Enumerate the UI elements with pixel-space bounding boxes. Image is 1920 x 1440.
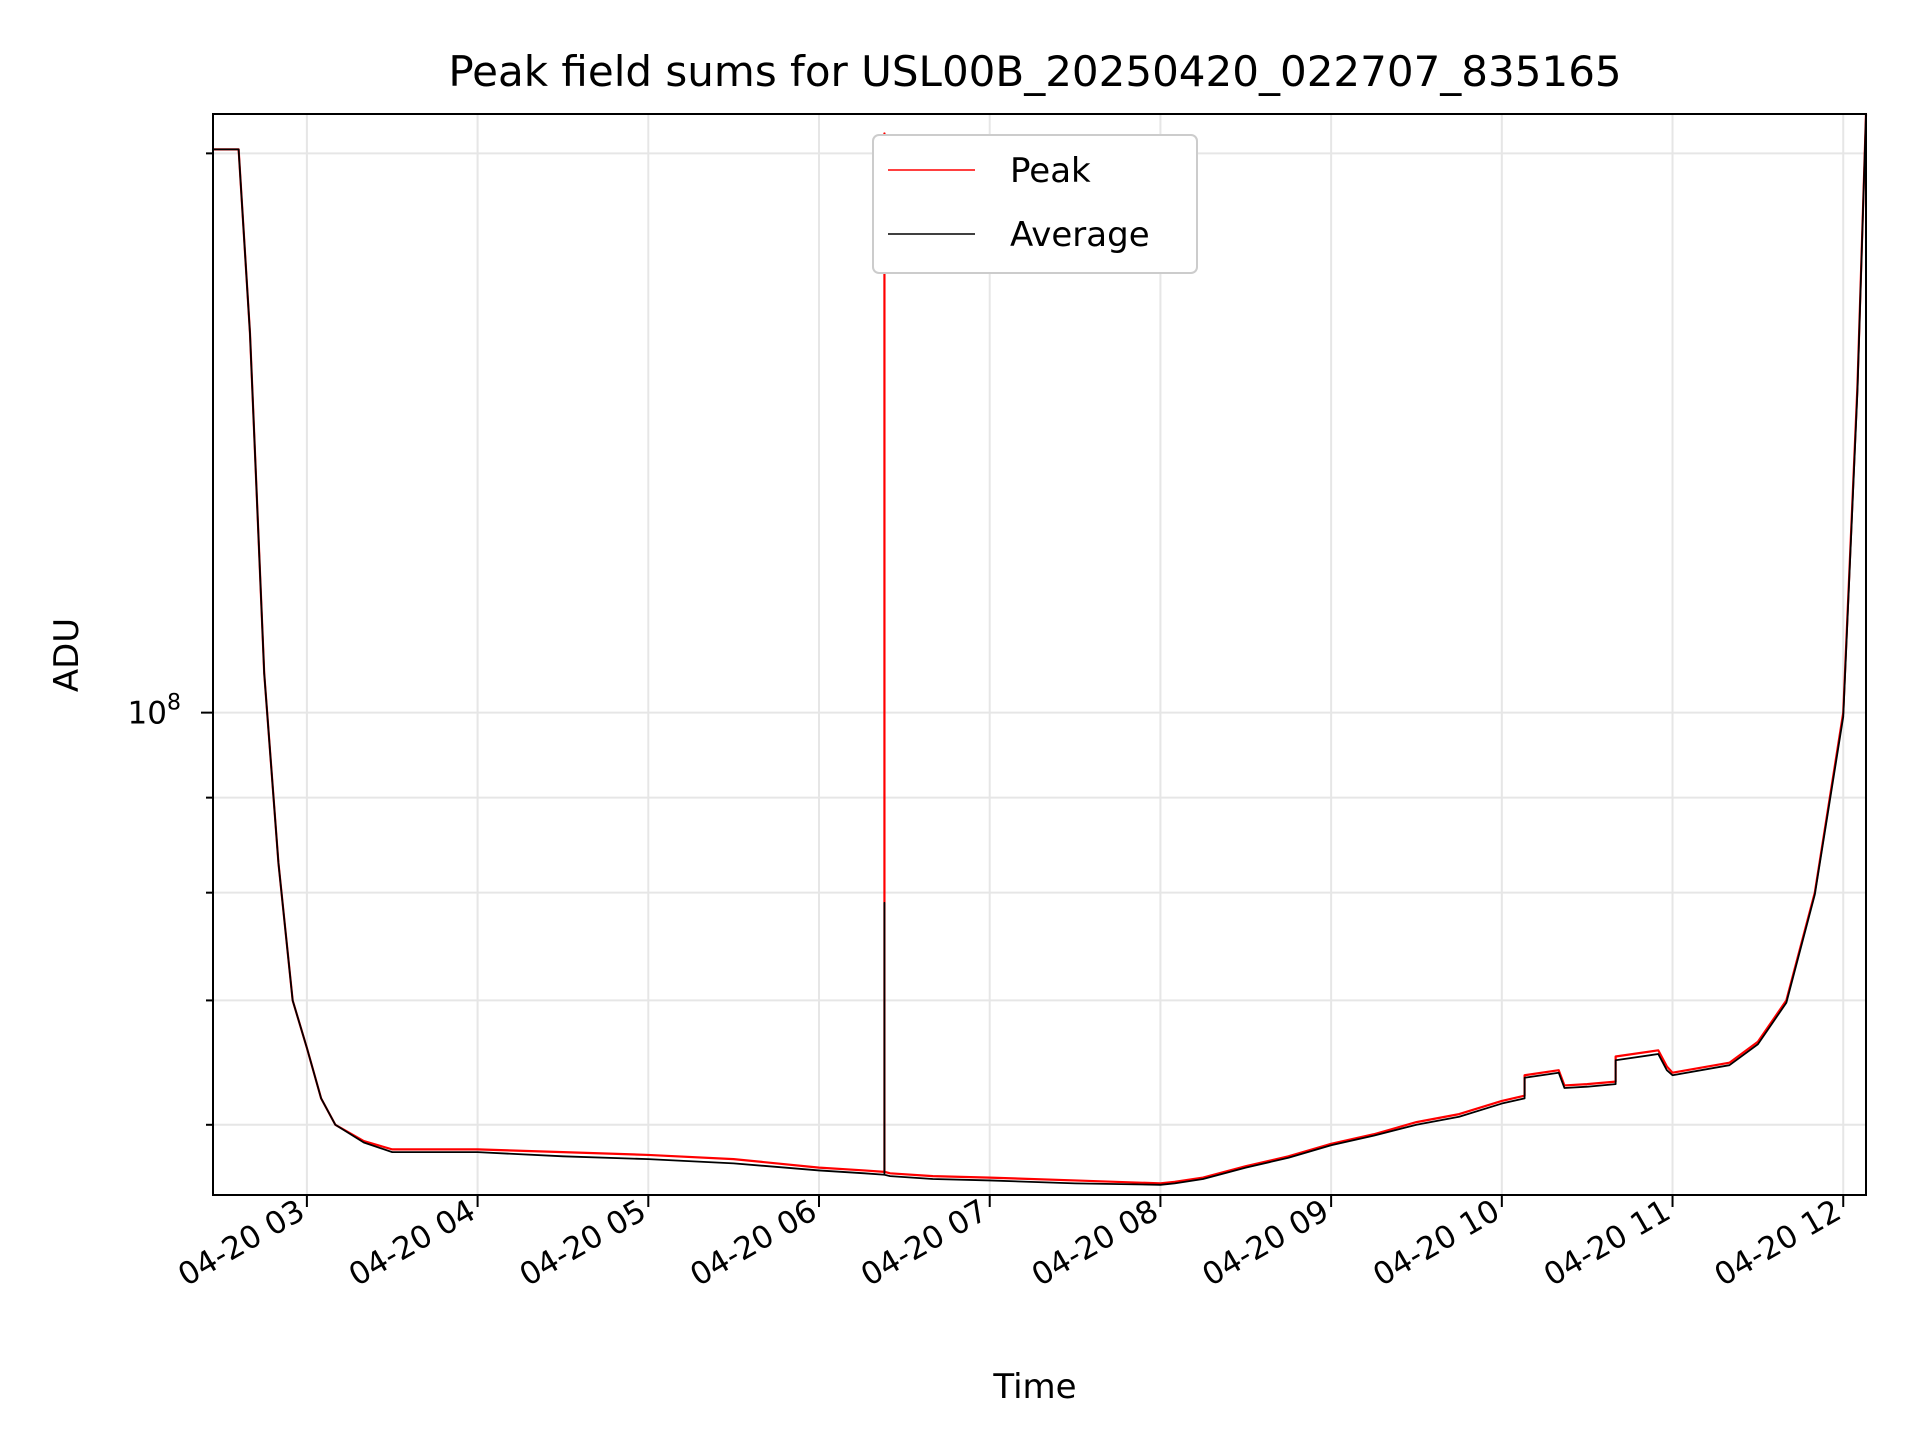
- chart-title: Peak field sums for USL00B_20250420_0227…: [448, 47, 1621, 96]
- axes: [212, 113, 1867, 1196]
- x-axis-label: Time: [992, 1367, 1076, 1407]
- series-average-line: [212, 113, 1867, 1186]
- y-axis-label: ADU: [47, 618, 87, 692]
- legend: Peak Average: [872, 134, 1198, 274]
- y-tick-label: 108: [128, 691, 181, 732]
- series-layer: [211, 112, 1868, 1186]
- legend-average-label: Average: [1010, 215, 1150, 255]
- legend-peak-label: Peak: [1010, 151, 1091, 191]
- plot-frame: [212, 113, 1867, 1196]
